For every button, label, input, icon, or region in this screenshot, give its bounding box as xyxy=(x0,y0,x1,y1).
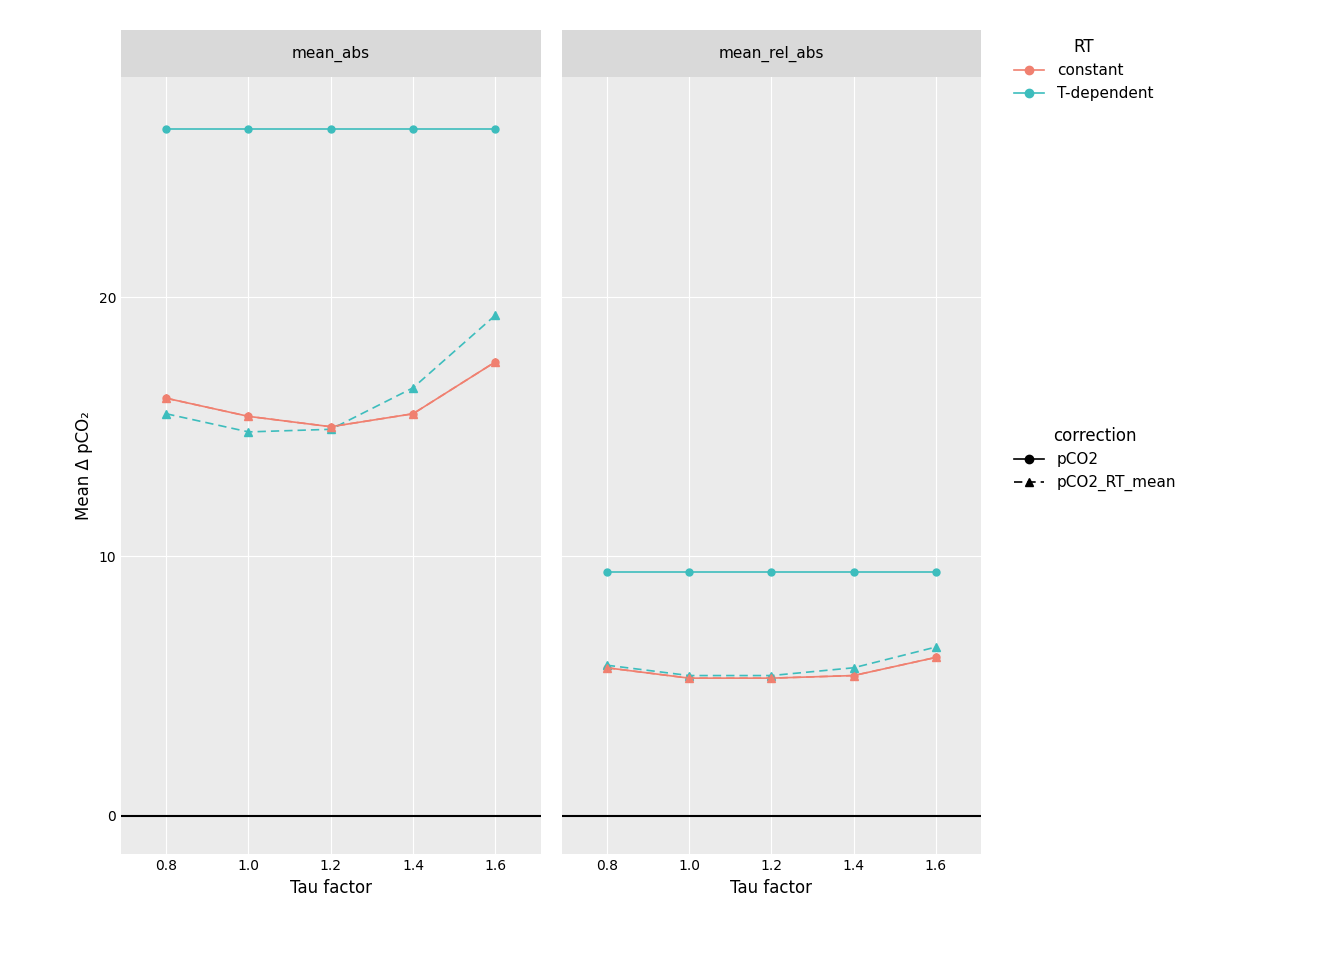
X-axis label: Tau factor: Tau factor xyxy=(730,878,812,897)
Legend: pCO2, pCO2_RT_mean: pCO2, pCO2_RT_mean xyxy=(1013,426,1176,492)
FancyBboxPatch shape xyxy=(562,30,981,77)
X-axis label: Tau factor: Tau factor xyxy=(290,878,372,897)
Text: mean_rel_abs: mean_rel_abs xyxy=(719,45,824,61)
Y-axis label: Mean Δ pCO₂: Mean Δ pCO₂ xyxy=(75,411,93,520)
FancyBboxPatch shape xyxy=(121,30,540,77)
Text: mean_abs: mean_abs xyxy=(292,45,370,61)
